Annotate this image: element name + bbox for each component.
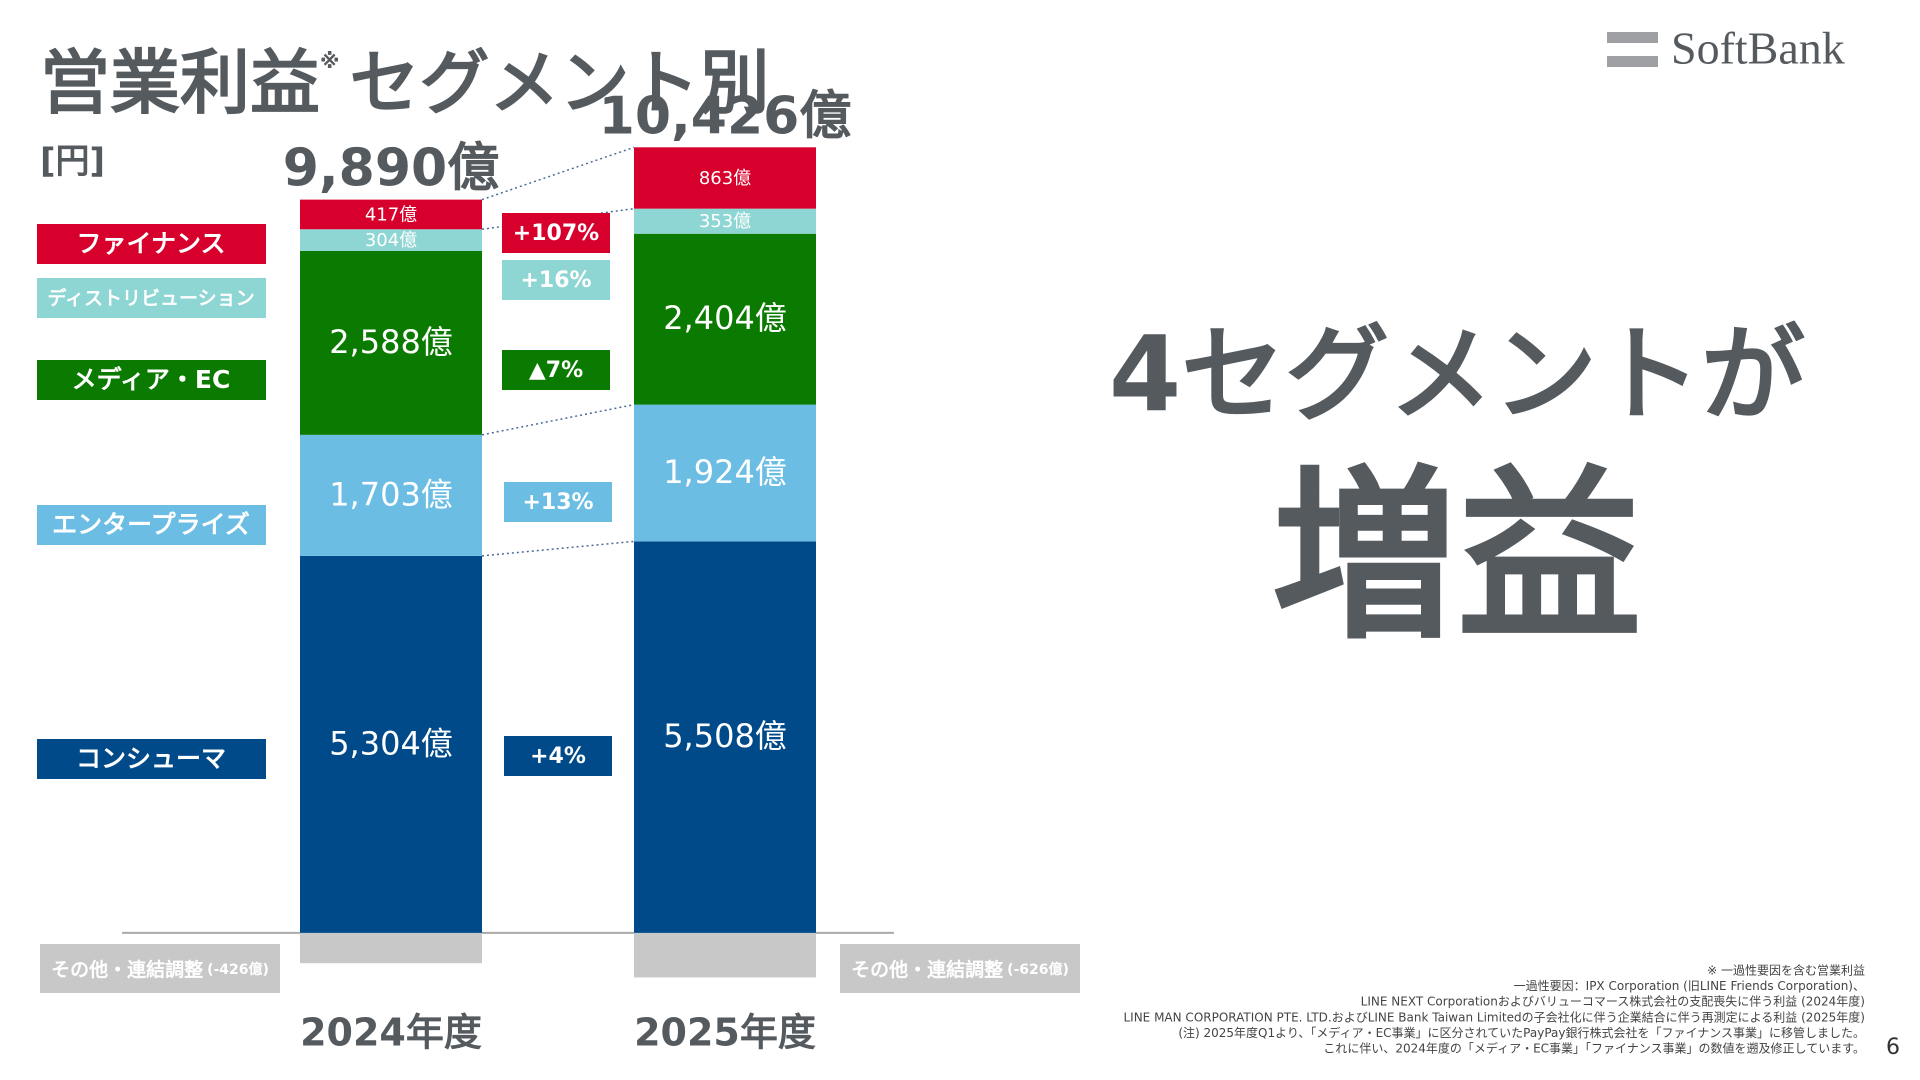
- change-box: [502, 213, 610, 253]
- bar-segment: [300, 229, 482, 251]
- value-label: 863億: [699, 168, 751, 189]
- adjustment-box: [840, 944, 1080, 993]
- bar-segment: [300, 199, 482, 230]
- value-label: 353億: [699, 211, 751, 232]
- legend-box: [37, 505, 266, 545]
- footnote: (注) 2025年度Q1より、「メディア・EC事業」に区分されていたPayPay…: [1178, 1025, 1865, 1040]
- category-label: 2024年度: [300, 1011, 482, 1055]
- footnote: LINE MAN CORPORATION PTE. LTD.およびLINE Ba…: [1123, 1009, 1865, 1024]
- legend-box: [37, 278, 266, 318]
- change-label: +4%: [530, 744, 586, 769]
- legend-label: ディストリビューション: [47, 287, 254, 310]
- legend-box: [37, 224, 266, 264]
- logo-bar: [1607, 32, 1658, 43]
- category-label: 2025年度: [634, 1011, 816, 1055]
- change-label: +13%: [522, 490, 593, 515]
- change-label: +107%: [513, 221, 599, 246]
- adjustment-value: (-426億): [207, 961, 269, 978]
- bar-segment: [300, 555, 482, 933]
- title-suffix: セグメント別: [349, 42, 769, 124]
- bar-segment: [634, 208, 816, 234]
- legend-label: メディア・EC: [72, 365, 231, 394]
- title-mark: ※: [320, 49, 339, 73]
- value-label: 5,304億: [329, 724, 453, 762]
- bar-segment: [300, 932, 482, 964]
- legend-label: コンシューマ: [76, 744, 226, 773]
- legend-box: [37, 739, 266, 779]
- bar-segment: [634, 932, 816, 978]
- adjustment-value: (-626億): [1007, 961, 1069, 978]
- change-box: [502, 260, 610, 300]
- connector: [481, 146, 635, 201]
- page-number: 6: [1886, 1035, 1900, 1060]
- legend-box: [37, 360, 266, 400]
- value-label: 2,404億: [663, 299, 787, 337]
- value-label: 1,703億: [329, 475, 453, 513]
- change-label: +16%: [520, 268, 591, 293]
- connector: [481, 540, 635, 557]
- footnote: ※ 一過性要因を含む営業利益: [1707, 963, 1865, 978]
- total-label: 10,426億: [599, 86, 852, 146]
- change-label: ▲7%: [529, 358, 583, 383]
- title-main: 営業利益: [40, 42, 320, 124]
- bar-segment: [634, 541, 816, 933]
- legend-label: エンタープライズ: [52, 510, 250, 539]
- adjustment-label: その他・連結調整 (-426億): [51, 958, 269, 981]
- headline-2: 増益: [1272, 449, 1642, 665]
- legend-label: ファイナンス: [76, 229, 225, 258]
- bar-segment: [634, 404, 816, 542]
- bar-segment: [634, 147, 816, 209]
- adjustment-box: [40, 944, 280, 993]
- footnote: これに伴い、2024年度の「メディア・EC事業」「ファイナンス事業」の数値を遡及…: [1323, 1041, 1865, 1056]
- value-label: 2,588億: [329, 323, 453, 361]
- footnote: LINE NEXT Corporationおよびバリューコマース株式会社の支配喪…: [1361, 994, 1865, 1009]
- change-box: [502, 350, 610, 390]
- change-box: [504, 736, 612, 776]
- adjustment-label: その他・連結調整 (-626億): [851, 958, 1069, 981]
- adjustment-name: その他・連結調整: [51, 958, 203, 981]
- total-label: 9,890億: [283, 139, 499, 199]
- bar-segment: [300, 434, 482, 556]
- adjustment-name: その他・連結調整: [851, 958, 1003, 981]
- bar-segment: [634, 233, 816, 405]
- value-label: 417億: [365, 204, 417, 225]
- headline-1: 4セグメントが: [1109, 313, 1805, 435]
- change-box: [504, 482, 612, 522]
- value-label: 1,924億: [663, 453, 787, 491]
- value-label: 304億: [365, 230, 417, 251]
- logo-bar: [1607, 56, 1658, 67]
- bar-segment: [300, 250, 482, 435]
- value-label: 5,508億: [663, 717, 787, 755]
- footnote: 一過性要因：IPX Corporation (旧LINE Friends Cor…: [1514, 979, 1865, 993]
- connector: [481, 403, 635, 436]
- slide-title: 営業利益※ セグメント別: [40, 42, 769, 124]
- logo: SoftBank: [1671, 23, 1845, 74]
- unit-label: [円]: [40, 142, 105, 182]
